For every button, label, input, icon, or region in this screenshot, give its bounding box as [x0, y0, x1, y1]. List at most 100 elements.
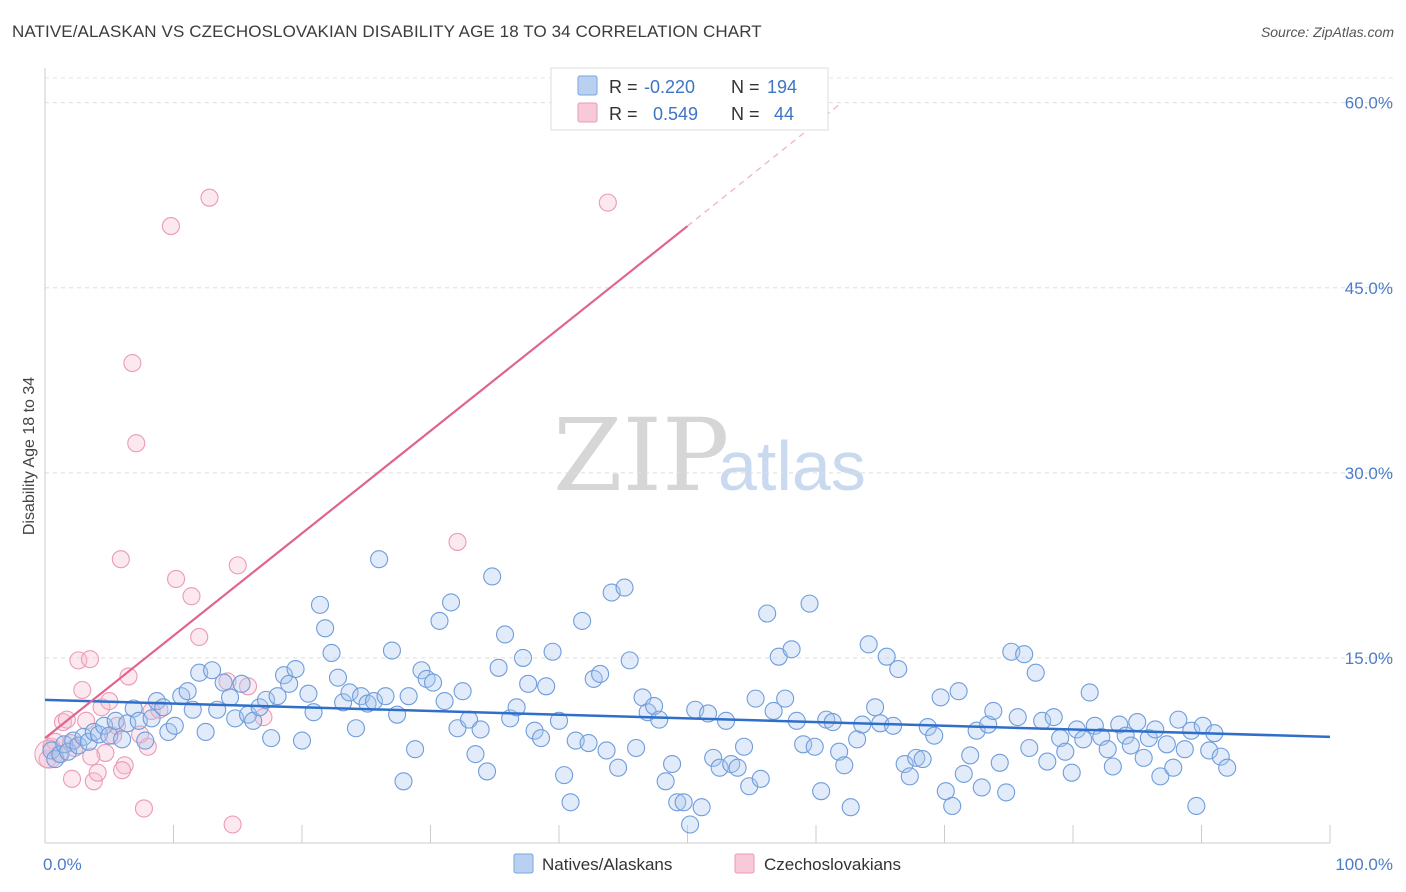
data-point: [399, 687, 418, 706]
data-point: [322, 643, 341, 663]
data-point: [943, 796, 962, 816]
data-point: [73, 680, 92, 700]
data-point: [123, 353, 142, 373]
data-point: [111, 550, 130, 569]
data-point: [954, 764, 973, 783]
y-axis-title: Disability Age 18 to 34: [21, 377, 38, 535]
data-point: [1098, 740, 1117, 759]
x-tick-label: 100.0%: [1335, 855, 1393, 874]
data-point: [543, 642, 562, 661]
data-point: [990, 753, 1009, 772]
data-point: [627, 738, 646, 758]
data-point: [830, 742, 849, 761]
x-tick-labels: 0.0% 100.0%: [43, 855, 1393, 874]
data-point: [656, 772, 675, 791]
data-point: [907, 748, 926, 767]
legend-r-label-1: R =: [609, 77, 638, 97]
data-point: [758, 604, 777, 623]
data-point: [346, 719, 366, 738]
data-point: [69, 736, 88, 755]
data-point: [1026, 663, 1045, 682]
data-point: [84, 772, 103, 791]
data-point: [1020, 738, 1039, 758]
data-point: [884, 716, 903, 735]
data-point: [376, 687, 395, 706]
data-point: [316, 619, 335, 638]
data-point: [746, 689, 765, 708]
data-point: [728, 758, 747, 777]
data-point: [835, 756, 854, 775]
data-point: [1169, 710, 1188, 729]
series-legend: Natives/Alaskans Czechoslovakians: [513, 853, 901, 874]
data-point: [900, 767, 919, 786]
data-point: [1044, 708, 1063, 727]
data-point: [79, 732, 98, 751]
data-point: [794, 735, 813, 754]
data-point: [268, 687, 287, 706]
data-point: [274, 666, 294, 685]
data-point: [1056, 742, 1075, 761]
data-point: [949, 682, 968, 701]
data-point: [203, 661, 222, 680]
data-point: [64, 731, 83, 750]
data-point: [424, 673, 443, 692]
data-point: [136, 731, 155, 750]
data-point: [106, 711, 125, 730]
data-point: [477, 762, 497, 781]
y-tick-labels: 15.0% 30.0% 45.0% 60.0%: [1345, 94, 1393, 668]
data-point: [1008, 708, 1027, 727]
data-point: [710, 758, 729, 777]
data-point: [1182, 721, 1201, 740]
data-point: [1015, 645, 1034, 664]
data-point: [866, 698, 885, 717]
data-point: [104, 726, 123, 745]
y-tick-label: 30.0%: [1345, 464, 1393, 483]
data-point: [573, 611, 592, 630]
data-point: [525, 721, 544, 740]
data-point: [62, 769, 82, 788]
y-tick-label: 60.0%: [1345, 94, 1393, 113]
data-point: [704, 748, 723, 767]
bottom-legend-label-czech: Czechoslovakians: [764, 855, 901, 874]
data-point: [997, 783, 1016, 802]
data-point: [1062, 763, 1081, 782]
data-point: [782, 640, 801, 659]
data-point: [645, 696, 664, 716]
data-point: [1128, 713, 1147, 732]
data-point: [495, 625, 515, 644]
data-point: [555, 766, 574, 785]
data-point: [80, 650, 100, 669]
data-point: [537, 677, 556, 696]
data-point: [1110, 715, 1129, 734]
data-point: [334, 693, 353, 712]
legend-r-value-1: -0.220: [644, 77, 695, 97]
legend-r-label-2: R =: [609, 104, 638, 124]
data-point: [182, 587, 201, 606]
data-point: [453, 682, 472, 701]
data-point: [165, 716, 184, 735]
axes: [44, 68, 1331, 844]
data-point: [95, 716, 114, 735]
x-tick-label: 0.0%: [43, 855, 82, 874]
data-point: [979, 715, 998, 734]
data-point: [1157, 735, 1176, 754]
data-point: [448, 532, 467, 551]
data-point: [262, 729, 281, 748]
data-point: [650, 710, 669, 729]
data-point: [1074, 730, 1093, 749]
chart-title: NATIVE/ALASKAN VS CZECHOSLOVAKIAN DISABI…: [12, 22, 762, 41]
legend-swatch-blue: [577, 75, 598, 96]
data-point: [519, 674, 538, 693]
data-point: [223, 815, 242, 834]
data-point: [299, 684, 318, 703]
data-point: [1134, 748, 1153, 767]
bottom-legend-label-natives: Natives/Alaskans: [542, 855, 672, 874]
data-point: [412, 661, 431, 680]
data-point: [1175, 740, 1194, 759]
data-point: [84, 722, 103, 742]
data-point: [74, 727, 93, 746]
data-point: [1151, 767, 1170, 786]
y-tick-label: 15.0%: [1345, 649, 1393, 668]
data-point: [1218, 758, 1237, 777]
data-point: [598, 193, 617, 212]
